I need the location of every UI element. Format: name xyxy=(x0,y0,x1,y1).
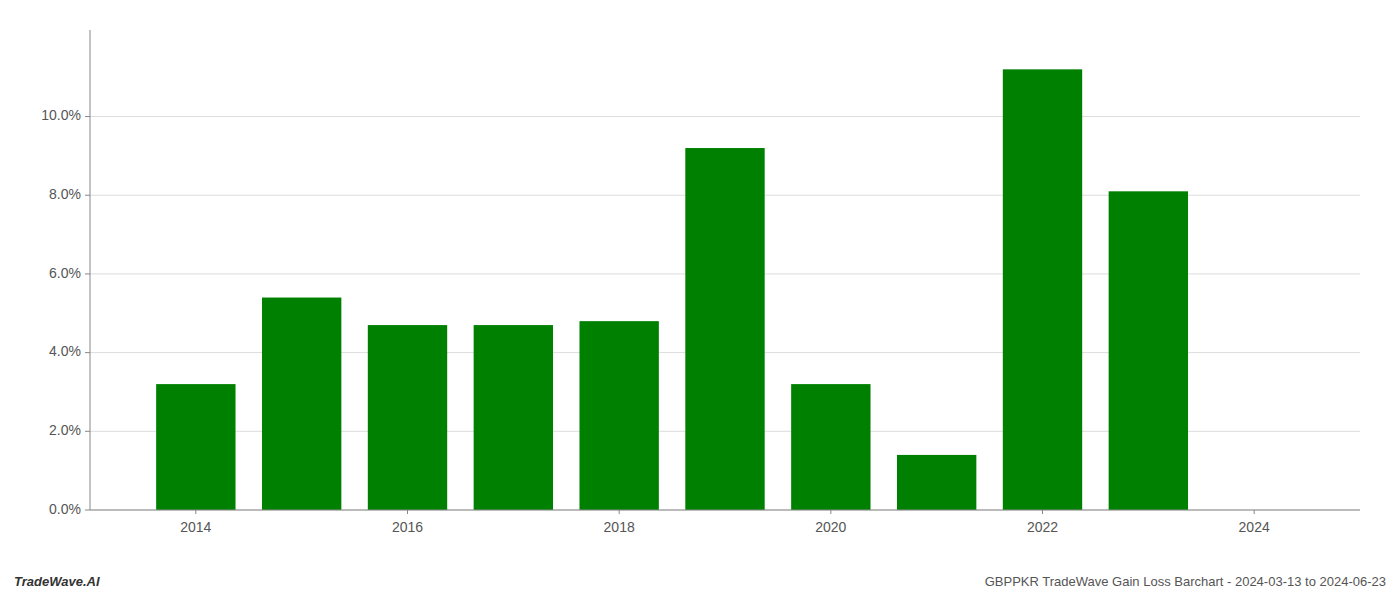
bar xyxy=(262,298,341,510)
y-tick-label: 8.0% xyxy=(49,186,81,202)
y-tick xyxy=(85,273,90,274)
axes: 0.0% 2.0% 4.0% 6.0% 8.0% 10.0% 2014 2016 2018 202… xyxy=(41,30,1360,535)
y-tick xyxy=(85,116,90,117)
x-tick xyxy=(195,510,196,514)
y-tick-label: 2.0% xyxy=(49,422,81,438)
bar xyxy=(1003,69,1082,510)
y-tick xyxy=(85,431,90,432)
bar xyxy=(897,455,976,510)
y-tick xyxy=(85,195,90,196)
bar xyxy=(368,325,447,510)
y-axis-line xyxy=(90,30,91,510)
x-tick-label: 2022 xyxy=(1027,519,1058,535)
bar xyxy=(156,384,235,510)
y-tick-label: 6.0% xyxy=(49,265,81,281)
bar xyxy=(579,321,658,510)
x-tick xyxy=(830,510,831,514)
y-tick-label: 4.0% xyxy=(49,343,81,359)
grid xyxy=(90,117,1360,510)
footer-left: TradeWave.AI xyxy=(14,574,100,589)
grid-line xyxy=(90,510,1360,511)
bar xyxy=(791,384,870,510)
x-axis-line xyxy=(90,510,1360,511)
x-tick-label: 2018 xyxy=(604,519,635,535)
bars xyxy=(156,69,1188,510)
x-tick xyxy=(1042,510,1043,514)
bar xyxy=(685,148,764,510)
x-tick xyxy=(619,510,620,514)
x-tick xyxy=(1254,510,1255,514)
y-tick-label: 0.0% xyxy=(49,501,81,517)
y-tick-label: 10.0% xyxy=(41,107,81,123)
bar xyxy=(1109,191,1188,510)
x-tick-label: 2020 xyxy=(815,519,846,535)
x-tick-label: 2014 xyxy=(180,519,211,535)
x-tick-label: 2024 xyxy=(1239,519,1270,535)
y-tick xyxy=(85,352,90,353)
chart: 0.0% 2.0% 4.0% 6.0% 8.0% 10.0% 2014 2016 2018 202… xyxy=(0,0,1400,600)
grid-line xyxy=(90,116,1360,117)
x-tick xyxy=(407,510,408,514)
x-tick-label: 2016 xyxy=(392,519,423,535)
y-tick xyxy=(85,510,90,511)
footer-right: GBPPKR TradeWave Gain Loss Barchart - 20… xyxy=(985,574,1386,589)
bar xyxy=(474,325,553,510)
